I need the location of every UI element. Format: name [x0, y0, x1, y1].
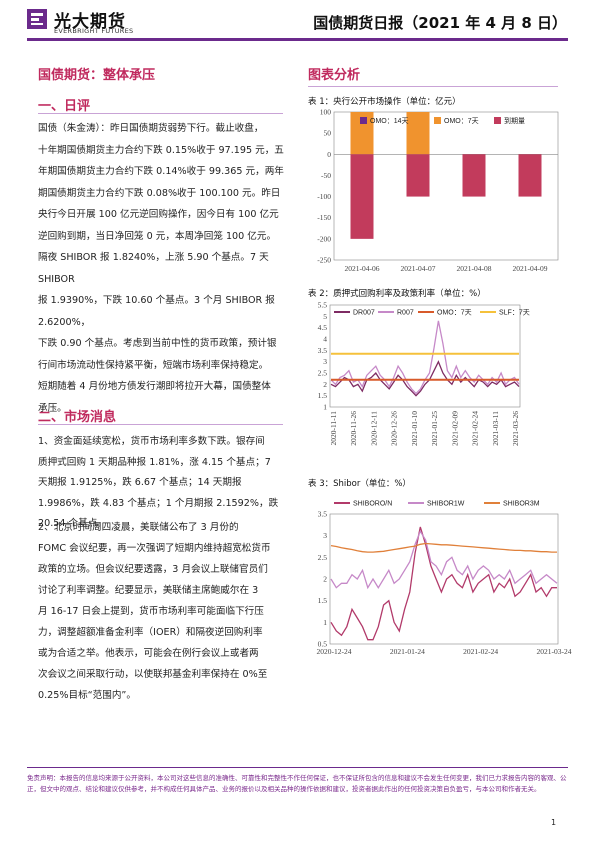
chart-caption-omo: 表 1：央行公开市场操作（单位：亿元） — [308, 97, 461, 107]
x-tick-label-2: 2021-04-08 — [457, 264, 492, 273]
x-tick-label-1: 2021-04-07 — [401, 264, 436, 273]
bar-2-0 — [350, 154, 374, 239]
y-tick-label-8: 1.5 — [318, 391, 328, 400]
bar-1-1 — [406, 112, 430, 155]
y-tick-label-4: 1.5 — [318, 596, 328, 605]
x-tick-label-2: 2020-12-11 — [369, 411, 378, 446]
y-tick-label-4: 3.5 — [318, 346, 328, 355]
plot-frame — [329, 304, 521, 408]
x-tick-label-6: 2021-02-09 — [450, 411, 459, 446]
x-tick-label-3: 2021-04-09 — [513, 264, 548, 273]
series-line-0 — [330, 360, 520, 397]
legend-label-1: OMO：7天 — [444, 117, 479, 125]
y-tick-label-3: 2 — [323, 575, 327, 584]
x-tick-label-1: 2020-11-26 — [349, 411, 358, 446]
disclaimer-text: 免责声明：本报告的信息均来源于公开资料，本公司对这些信息的准确性、可靠性和完整性… — [27, 774, 567, 793]
y-tick-label-2: 4.5 — [318, 323, 328, 332]
y-tick-label-1: 3 — [323, 531, 327, 540]
y-tick-label-6: -200 — [317, 234, 331, 243]
plot-frame — [333, 111, 559, 261]
y-tick-label-1: 50 — [324, 129, 332, 138]
y-tick-label-2: 2.5 — [318, 553, 328, 562]
y-tick-label-6: 2.5 — [318, 369, 328, 378]
y-tick-label-5: 3 — [323, 357, 327, 366]
page-number: 1 — [551, 818, 557, 827]
legend-label-1: R007 — [397, 310, 414, 317]
legend-label-1: SHIBOR1W — [427, 501, 465, 508]
legend-label-2: SHIBOR3M — [503, 501, 540, 508]
x-tick-label-8: 2021-03-11 — [491, 411, 500, 446]
logo-subtext: EVERBRIGHT FUTURES — [54, 27, 134, 35]
legend-label-0: OMO：14天 — [370, 117, 409, 125]
x-tick-label-0: 2020-12-24 — [317, 647, 352, 656]
market-news-item-1: 1、资金面延续宽松，货币市场利率多数下跌。银存间 质押式回购 1 天期品种报 1… — [38, 436, 279, 529]
header-divider — [27, 38, 568, 41]
x-tick-label-9: 2021-03-26 — [511, 411, 520, 446]
y-tick-label-1: 5 — [323, 312, 327, 321]
legend-swatch-0 — [360, 117, 367, 124]
section-divider — [38, 424, 283, 425]
report-title: 国债期货日报（2021 年 4 月 8 日） — [313, 14, 567, 32]
legend-label-3: SLF：7天 — [499, 309, 530, 317]
x-tick-label-0: 2021-04-06 — [345, 264, 380, 273]
logo-mark-icon — [27, 9, 47, 29]
y-tick-label-5: -150 — [317, 213, 331, 222]
legend-label-0: SHIBORO/N — [353, 501, 392, 508]
y-tick-label-9: 1 — [323, 403, 327, 412]
article-title: 国债期货：整体承压 — [38, 68, 156, 83]
series-line-2 — [330, 542, 557, 553]
x-tick-label-4: 2021-01-10 — [410, 411, 419, 446]
x-tick-label-7: 2021-02-24 — [471, 411, 480, 446]
bar-2-2 — [462, 154, 486, 197]
y-tick-label-0: 3.5 — [318, 510, 328, 519]
chart-caption-repo-rates: 表 2：质押式回购利率及政策利率（单位：%） — [308, 289, 486, 299]
bar-2-1 — [406, 154, 430, 197]
legend-swatch-1 — [434, 117, 441, 124]
legend-swatch-2 — [494, 117, 501, 124]
x-tick-label-3: 2020-12-26 — [390, 411, 399, 446]
market-news-item-2: 2、北京时间周四凌晨，美联储公布了 3 月份的 FOMC 会议纪要，再一次强调了… — [38, 522, 271, 701]
y-tick-label-7: 2 — [323, 380, 327, 389]
y-tick-label-0: 100 — [320, 108, 332, 117]
section-heading-market-news: 二、市场消息 — [38, 410, 117, 425]
y-tick-label-2: 0 — [327, 150, 331, 159]
section-divider — [308, 86, 558, 87]
logo-text: 光大期货 — [54, 12, 126, 32]
y-tick-label-5: 1 — [323, 618, 327, 627]
x-tick-label-0: 2020-11-11 — [329, 411, 338, 446]
y-tick-label-4: -100 — [317, 192, 331, 201]
section-heading-charts: 图表分析 — [308, 68, 361, 83]
y-tick-label-3: -50 — [321, 171, 331, 180]
x-tick-label-3: 2021-03-24 — [537, 647, 572, 656]
section-heading-daily-review: 一、日评 — [38, 99, 91, 114]
y-tick-label-7: -250 — [317, 256, 331, 265]
x-tick-label-5: 2021-01-25 — [430, 411, 439, 446]
y-tick-label-6: 0.5 — [318, 640, 328, 649]
bar-2-3 — [518, 154, 542, 197]
plot-frame — [329, 513, 559, 645]
y-tick-label-0: 5.5 — [318, 301, 328, 310]
x-tick-label-1: 2021-01-24 — [390, 647, 425, 656]
series-line-0 — [330, 526, 557, 641]
section-divider — [38, 113, 283, 114]
daily-review-text: 国债（朱金涛）：昨日国债期货弱势下行。截止收盘， 十年期国债期货主力合约下跌 0… — [38, 123, 284, 414]
legend-label-2: OMO：7天 — [437, 309, 472, 317]
bar-1-0 — [350, 112, 374, 155]
chart-omo: 100 50 0 -50 -100 -150 -200 -250 2021-04-06 2021-… — [317, 108, 559, 273]
x-tick-label-2: 2021-02-24 — [463, 647, 498, 656]
y-tick-label-3: 4 — [323, 335, 327, 344]
legend-label-0: DR007 — [353, 310, 375, 317]
footer-divider — [27, 767, 568, 768]
legend-label-2: 到期量 — [504, 117, 525, 125]
chart-caption-shibor: 表 3：Shibor（单位：%） — [308, 479, 411, 489]
series-line-1 — [330, 529, 558, 590]
